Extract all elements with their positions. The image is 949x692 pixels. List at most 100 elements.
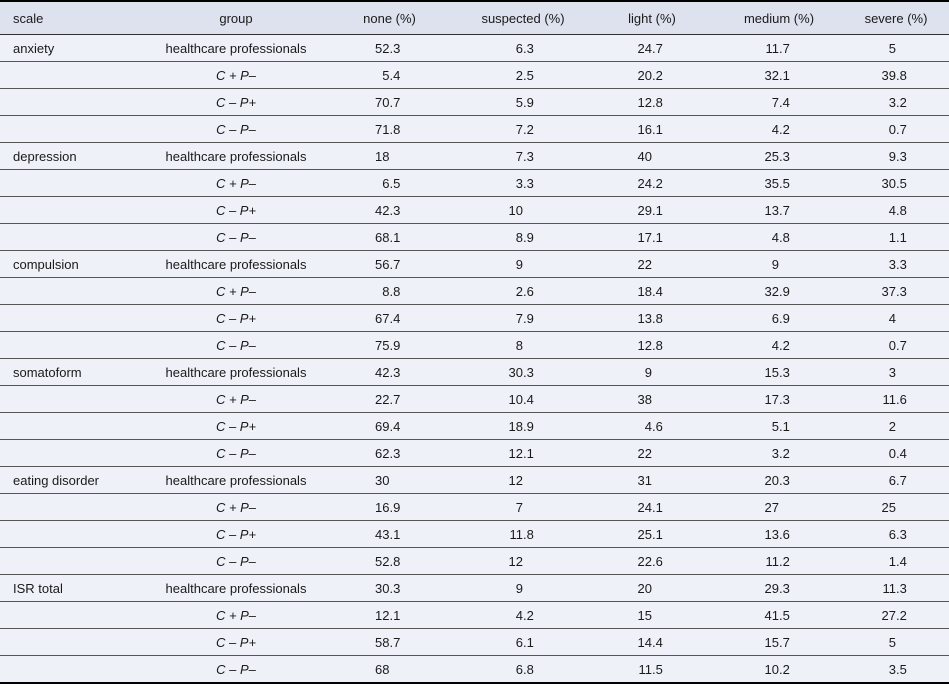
group-label: C – P+ <box>215 310 257 326</box>
percentage-value: 32.9 <box>764 283 790 299</box>
value-cell: 22.6 <box>589 547 715 575</box>
percentage-value: 24.1 <box>637 499 663 515</box>
scale-cell <box>0 61 150 89</box>
scale-cell <box>0 439 150 467</box>
value-cell: 22.7 <box>322 385 457 413</box>
value-cell: 5.4 <box>322 61 457 89</box>
percentage-value: 9 <box>644 364 652 380</box>
percentage-value: 18.4 <box>637 283 663 299</box>
value-cell: 4.2 <box>457 601 589 629</box>
value-cell: 5.1 <box>715 412 843 440</box>
group-cell: healthcare professionals <box>150 142 322 170</box>
value-cell: 7.4 <box>715 88 843 116</box>
percentage-value: 4.2 <box>515 607 534 623</box>
value-cell: 5 <box>843 628 949 656</box>
percentage-value: 7.3 <box>515 148 534 164</box>
percentage-value: 7.2 <box>515 121 534 137</box>
value-cell: 68 <box>322 655 457 683</box>
group-label: healthcare professionals <box>165 148 307 164</box>
percentage-value: 4.8 <box>888 202 907 218</box>
percentage-value: 25.1 <box>637 526 663 542</box>
percentage-value: 3.2 <box>771 445 790 461</box>
percentage-value: 6.3 <box>888 526 907 542</box>
percentage-value: 25 <box>881 499 896 515</box>
group-label: C – P+ <box>215 526 257 542</box>
value-cell: 24.7 <box>589 34 715 62</box>
percentage-value: 12.1 <box>375 607 401 623</box>
percentage-value: 2 <box>888 418 896 434</box>
percentage-value: 25.3 <box>764 148 790 164</box>
percentage-value: 31 <box>637 472 652 488</box>
percentage-value: 4.2 <box>771 337 790 353</box>
percentage-value: 68.1 <box>375 229 401 245</box>
value-cell: 32.9 <box>715 277 843 305</box>
value-cell: 6.7 <box>843 466 949 494</box>
value-cell: 12.1 <box>322 601 457 629</box>
percentage-value: 4.2 <box>771 121 790 137</box>
value-cell: 10 <box>457 196 589 224</box>
percentage-value: 41.5 <box>764 607 790 623</box>
value-cell: 4.8 <box>715 223 843 251</box>
percentage-value: 0.4 <box>888 445 907 461</box>
percentage-value: 68 <box>375 661 390 677</box>
column-header-scale: scale <box>0 1 150 35</box>
group-cell: healthcare professionals <box>150 358 322 386</box>
value-cell: 12.8 <box>589 88 715 116</box>
value-cell: 22 <box>589 439 715 467</box>
value-cell: 3.2 <box>715 439 843 467</box>
value-cell: 3 <box>843 358 949 386</box>
column-header-medium: medium (%) <box>715 1 843 35</box>
percentage-value: 9.3 <box>888 148 907 164</box>
value-cell: 13.8 <box>589 304 715 332</box>
group-cell: C – P– <box>150 655 322 683</box>
scale-cell <box>0 601 150 629</box>
value-cell: 56.7 <box>322 250 457 278</box>
percentage-value: 11.6 <box>882 391 907 407</box>
value-cell: 58.7 <box>322 628 457 656</box>
value-cell: 7.3 <box>457 142 589 170</box>
group-label: C – P– <box>216 553 256 569</box>
table-row: C + P– 8.8 2.6 18.4 32.9 37.3 <box>0 277 949 305</box>
percentage-value: 14.4 <box>637 634 663 650</box>
value-cell: 70.7 <box>322 88 457 116</box>
value-cell: 6.3 <box>457 34 589 62</box>
group-cell: C + P– <box>150 601 322 629</box>
value-cell: 6.5 <box>322 169 457 197</box>
scale-cell: ISR total <box>0 574 150 602</box>
percentage-value: 5 <box>888 634 896 650</box>
group-cell: C – P– <box>150 223 322 251</box>
value-cell: 27 <box>715 493 843 521</box>
group-label: healthcare professionals <box>165 364 307 380</box>
percentage-value: 29.3 <box>764 580 790 596</box>
percentage-value: 37.3 <box>881 283 907 299</box>
percentage-value: 3 <box>888 364 896 380</box>
percentage-value: 69.4 <box>375 418 401 434</box>
group-label: C + P– <box>215 283 257 299</box>
value-cell: 18.4 <box>589 277 715 305</box>
value-cell: 11.3 <box>843 574 949 602</box>
scale-cell <box>0 547 150 575</box>
percentage-value: 22 <box>637 445 652 461</box>
group-label: C – P+ <box>215 418 257 434</box>
percentage-value: 11.5 <box>638 661 663 677</box>
percentage-value: 3.5 <box>888 661 907 677</box>
value-cell: 42.3 <box>322 196 457 224</box>
value-cell: 2.5 <box>457 61 589 89</box>
table-row: C – P– 52.8 12 22.6 11.2 1.4 <box>0 547 949 575</box>
percentage-value: 70.7 <box>375 94 401 110</box>
value-cell: 27.2 <box>843 601 949 629</box>
percentage-value: 67.4 <box>375 310 401 326</box>
percentage-value: 58.7 <box>375 634 401 650</box>
value-cell: 0.7 <box>843 115 949 143</box>
value-cell: 39.8 <box>843 61 949 89</box>
table-header: scale group none (%) suspected (%) light… <box>0 1 949 35</box>
percentage-value: 24.2 <box>637 175 663 191</box>
group-label: healthcare professionals <box>165 580 307 596</box>
scale-cell: eating disorder <box>0 466 150 494</box>
percentage-value: 4 <box>888 310 896 326</box>
percentage-value: 5 <box>888 40 896 56</box>
value-cell: 17.3 <box>715 385 843 413</box>
table-row: C – P+ 43.1 11.8 25.1 13.6 6.3 <box>0 520 949 548</box>
value-cell: 9 <box>589 358 715 386</box>
